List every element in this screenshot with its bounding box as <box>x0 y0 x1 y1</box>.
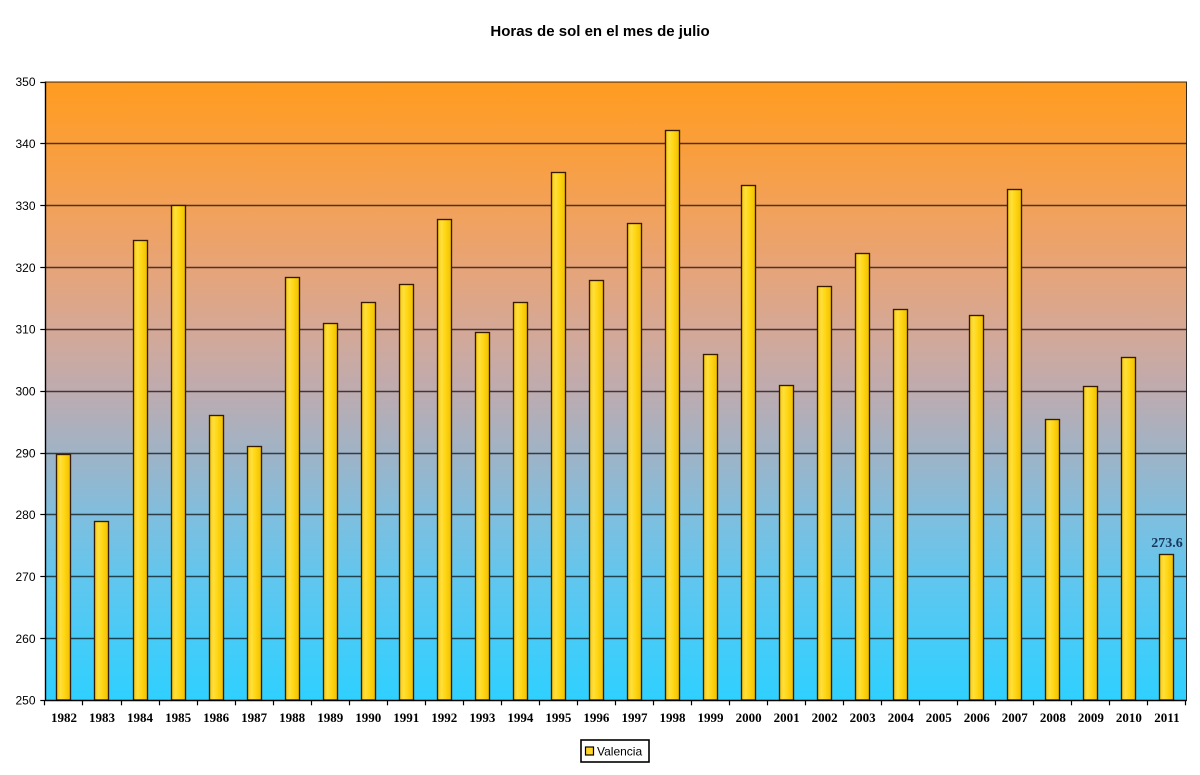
svg-text:2011: 2011 <box>1154 710 1179 725</box>
svg-text:350: 350 <box>15 75 35 89</box>
svg-text:310: 310 <box>15 323 35 337</box>
svg-text:300: 300 <box>15 384 35 398</box>
svg-text:1988: 1988 <box>279 710 306 725</box>
svg-text:260: 260 <box>15 632 35 646</box>
svg-text:330: 330 <box>15 199 35 213</box>
svg-text:1984: 1984 <box>127 710 154 725</box>
svg-text:2004: 2004 <box>888 710 915 725</box>
svg-text:280: 280 <box>15 508 35 522</box>
svg-text:1996: 1996 <box>583 710 610 725</box>
svg-text:270: 270 <box>15 570 35 584</box>
svg-text:2003: 2003 <box>850 710 877 725</box>
svg-text:2010: 2010 <box>1116 710 1142 725</box>
svg-text:290: 290 <box>15 446 35 460</box>
svg-text:2008: 2008 <box>1040 710 1067 725</box>
svg-text:1990: 1990 <box>355 710 381 725</box>
svg-text:1989: 1989 <box>317 710 344 725</box>
svg-text:1986: 1986 <box>203 710 230 725</box>
svg-text:1998: 1998 <box>660 710 687 725</box>
svg-text:340: 340 <box>15 137 35 151</box>
svg-text:1992: 1992 <box>431 710 457 725</box>
svg-text:Valencia: Valencia <box>597 745 642 759</box>
svg-text:1983: 1983 <box>89 710 116 725</box>
svg-text:2007: 2007 <box>1002 710 1029 725</box>
svg-text:2000: 2000 <box>736 710 762 725</box>
svg-text:2001: 2001 <box>774 710 800 725</box>
svg-text:1994: 1994 <box>507 710 534 725</box>
svg-text:1991: 1991 <box>393 710 419 725</box>
svg-text:1999: 1999 <box>698 710 725 725</box>
svg-text:1995: 1995 <box>545 710 572 725</box>
svg-text:Horas de sol en el mes de juli: Horas de sol en el mes de julio <box>490 23 709 40</box>
svg-text:2009: 2009 <box>1078 710 1105 725</box>
svg-text:2002: 2002 <box>812 710 838 725</box>
svg-text:1993: 1993 <box>469 710 496 725</box>
svg-text:1985: 1985 <box>165 710 192 725</box>
svg-text:1987: 1987 <box>241 710 268 725</box>
svg-text:2006: 2006 <box>964 710 991 725</box>
svg-text:273.6: 273.6 <box>1151 536 1183 551</box>
svg-text:1997: 1997 <box>621 710 648 725</box>
svg-text:2005: 2005 <box>926 710 953 725</box>
svg-text:1982: 1982 <box>51 710 77 725</box>
svg-text:320: 320 <box>15 261 35 275</box>
svg-text:250: 250 <box>15 694 35 708</box>
